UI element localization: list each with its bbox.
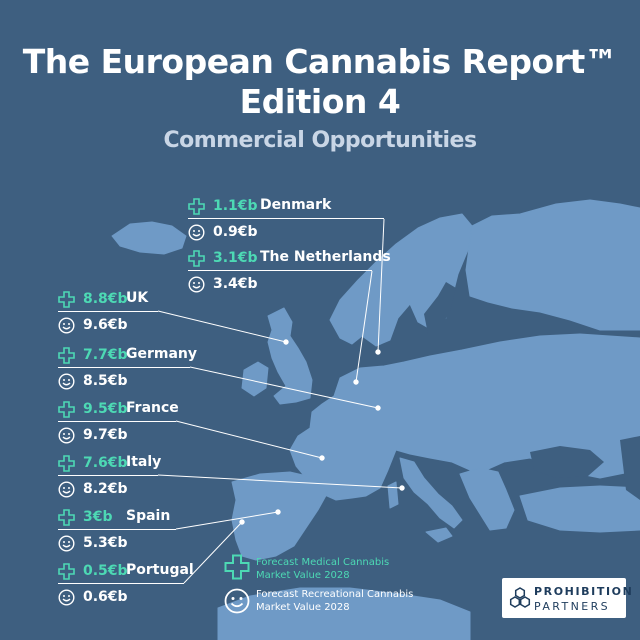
turkey-shape [519, 485, 640, 533]
smiley-face-icon [188, 275, 205, 293]
finland-shape [465, 199, 640, 331]
legend-recreational-line2: Market Value 2028 [256, 602, 350, 613]
location-dot-france [319, 455, 325, 461]
location-dot-germany [375, 405, 381, 411]
north-africa-shape [217, 587, 471, 640]
medical-value: 8.8€b [83, 291, 128, 307]
sardinia-shape [387, 481, 399, 509]
underline [188, 218, 384, 219]
smiley-face-icon [58, 588, 75, 606]
great-britain-shape [267, 307, 313, 405]
smiley-face-icon [58, 426, 75, 444]
medical-cross-icon [58, 290, 75, 308]
sicily-shape [425, 527, 453, 543]
legend-medical-line2: Market Value 2028 [256, 570, 350, 581]
recreational-value: 3.4€b [213, 276, 258, 292]
underline [58, 311, 158, 312]
legend-recreational-line1: Forecast Recreational Cannabis [256, 589, 414, 600]
report-edition: Edition 4 [239, 82, 401, 121]
medical-cross-icon [58, 454, 75, 472]
recreational-value: 5.3€b [83, 535, 128, 551]
medical-value: 7.6€b [83, 455, 128, 471]
location-dot-uk [283, 339, 289, 345]
medical-value: 1.1€b [213, 198, 258, 214]
country-name: The Netherlands [260, 249, 391, 265]
country-name: France [126, 400, 179, 416]
leader-line-italy [157, 474, 403, 489]
report-title: The European Cannabis Report™ [22, 42, 618, 81]
country-name: Portugal [126, 562, 194, 578]
medical-value: 9.5€b [83, 401, 128, 417]
medical-cross-icon [58, 400, 75, 418]
underline [58, 583, 184, 584]
smiley-face-icon [224, 588, 250, 614]
leader-line-spain [175, 511, 279, 530]
medical-value: 0.5€b [83, 563, 128, 579]
country-name: Italy [126, 454, 162, 470]
underline [58, 367, 190, 368]
country-name: Denmark [260, 197, 332, 213]
recreational-value: 8.2€b [83, 481, 128, 497]
baltic-sea-shape [424, 282, 456, 334]
logo-line2: PARTNERS [534, 600, 611, 613]
legend-medical-line1: Forecast Medical Cannabis [256, 557, 390, 568]
medical-value: 3€b [83, 509, 113, 525]
italy-shape [399, 457, 463, 529]
medical-cross-icon [224, 554, 250, 580]
medical-cross-icon [58, 562, 75, 580]
logo-line1: PROHIBITION [534, 585, 634, 598]
country-name: Spain [126, 508, 171, 524]
ireland-shape [241, 361, 269, 397]
recreational-value: 9.6€b [83, 317, 128, 333]
report-subtitle: Commercial Opportunities [163, 128, 477, 153]
legend-recreational-label: Forecast Recreational Cannabis Market Va… [256, 588, 413, 614]
leader-line-portugal [183, 521, 243, 584]
location-dot-spain [275, 509, 281, 515]
medical-value: 3.1€b [213, 250, 258, 266]
underline [58, 421, 176, 422]
legend-medical-label: Forecast Medical Cannabis Market Value 2… [256, 556, 389, 582]
medical-cross-icon [188, 197, 205, 215]
leader-line-germany [189, 366, 379, 409]
medical-cross-icon [58, 508, 75, 526]
leader-line-netherlands [355, 270, 373, 383]
smiley-face-icon [58, 480, 75, 498]
location-dot-italy [399, 485, 405, 491]
prohibition-partners-logo: PROHIBITION PARTNERS [502, 578, 632, 618]
iceland-shape [111, 221, 187, 255]
recreational-value: 0.6€b [83, 589, 128, 605]
black-sea-shape [530, 446, 604, 478]
iberia-shape [231, 471, 329, 561]
country-name: UK [126, 290, 149, 306]
recreational-value: 9.7€b [83, 427, 128, 443]
underline [58, 529, 176, 530]
recreational-value: 8.5€b [83, 373, 128, 389]
smiley-face-icon [188, 223, 205, 241]
location-dot-netherlands [353, 379, 359, 385]
medical-cross-icon [58, 346, 75, 364]
scandinavia-shape [329, 213, 473, 347]
underline [58, 475, 158, 476]
medical-value: 7.7€b [83, 347, 128, 363]
medical-cross-icon [188, 249, 205, 267]
location-dot-denmark [375, 349, 381, 355]
location-dot-portugal [239, 519, 245, 525]
leader-line-france [175, 420, 323, 459]
smiley-face-icon [58, 316, 75, 334]
underline [188, 270, 372, 271]
smiley-face-icon [58, 534, 75, 552]
smiley-face-icon [58, 372, 75, 390]
country-name: Germany [126, 346, 198, 362]
caspian-sea-shape [620, 436, 640, 500]
hexagon-logo-icon [509, 587, 531, 608]
recreational-value: 0.9€b [213, 224, 258, 240]
leader-line-denmark [377, 218, 385, 353]
leader-line-uk [157, 310, 287, 343]
balkans-shape [459, 467, 515, 531]
